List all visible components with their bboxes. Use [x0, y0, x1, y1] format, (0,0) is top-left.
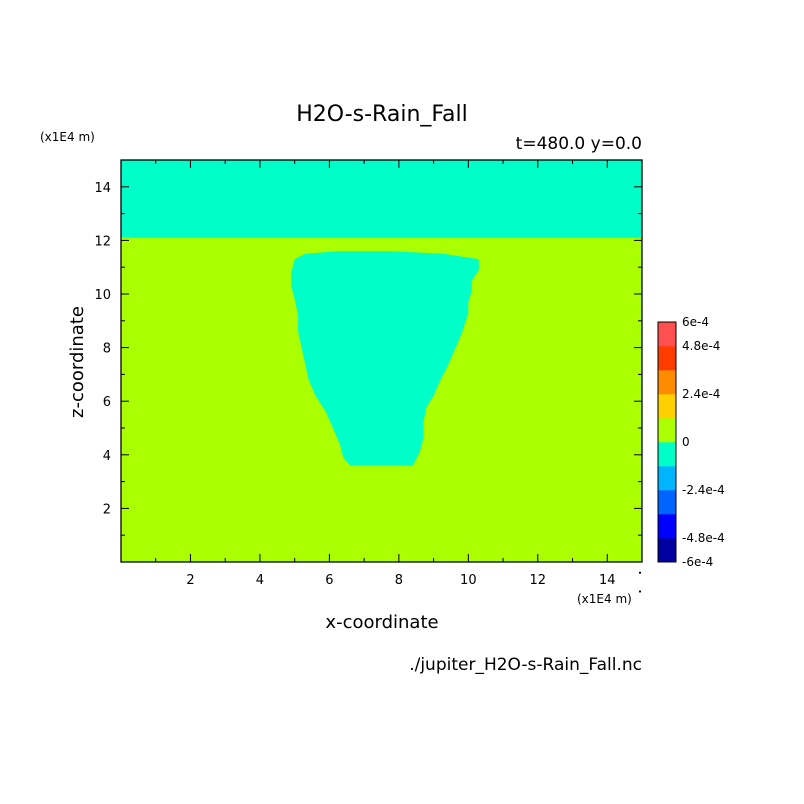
field-upper-band: [121, 160, 642, 238]
axes: 2 4 6 8 10 12 14 2 4 6 8 10 12 14: [94, 159, 643, 593]
y-tick-label: 10: [94, 288, 111, 303]
x-tick-label: 14: [599, 573, 616, 588]
colorbar-swatch: [658, 322, 676, 347]
colorbar-frame: [657, 321, 677, 563]
y-tick-label: 12: [94, 234, 111, 249]
colorbar-tick-label: 4.8e-4: [682, 339, 720, 353]
colorbar-swatch: [658, 538, 676, 563]
chart-title: H2O-s-Rain_Fall: [296, 102, 468, 127]
y-tick-label: 2: [103, 502, 111, 517]
colorbar-tick-label: 2.4e-4: [682, 387, 720, 401]
colorbar-swatch: [658, 442, 676, 467]
colorbar-swatch: [658, 370, 676, 395]
marker-dot: [638, 590, 642, 593]
x-axis-label: x-coordinate: [325, 612, 438, 633]
plot-area: [121, 160, 642, 562]
y-axis-unit: (x1E4 m): [40, 130, 95, 144]
colorbar-tick-label: -2.4e-4: [682, 483, 725, 497]
source-file-label: ./jupiter_H2O-s-Rain_Fall.nc: [409, 655, 642, 675]
x-tick-label: 4: [256, 573, 264, 588]
field-rain-plume: [291, 251, 479, 466]
colorbar-swatch: [658, 346, 676, 371]
y-axis-label: z-coordinate: [67, 306, 88, 418]
colorbar-swatch: [658, 394, 676, 419]
colorbar-swatch: [658, 466, 676, 491]
x-axis-unit: (x1E4 m): [577, 592, 632, 606]
colorbar-tick-label: -4.8e-4: [682, 531, 725, 545]
x-tick-label: 10: [460, 573, 477, 588]
x-tick-label: 2: [186, 573, 194, 588]
colorbar-swatch: [658, 514, 676, 539]
colorbar-swatch: [658, 490, 676, 515]
x-tick-label: 12: [530, 573, 547, 588]
colorbar-tick-label: -6e-4: [682, 555, 713, 569]
marker-dot: [638, 571, 642, 574]
colorbar-swatch: [658, 418, 676, 443]
colorbar-tick-label: 6e-4: [682, 315, 709, 329]
y-tick-label: 6: [103, 395, 111, 410]
x-tick-label: 8: [395, 573, 403, 588]
y-tick-label: 8: [103, 342, 111, 357]
y-tick-label: 4: [103, 449, 111, 464]
chart-subtitle: t=480.0 y=0.0: [516, 134, 642, 154]
y-tick-label: 14: [94, 181, 111, 196]
colorbar: 6e-4 4.8e-4 2.4e-4 0 -2.4e-4 -4.8e-4 -6e-4: [657, 315, 725, 569]
colorbar-tick-label: 0: [682, 435, 690, 449]
plot-frame: [120, 159, 643, 563]
x-tick-label: 6: [325, 573, 333, 588]
